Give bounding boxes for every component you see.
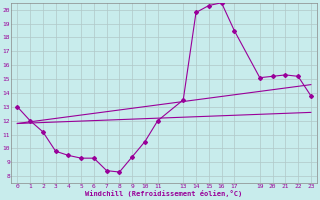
X-axis label: Windchill (Refroidissement éolien,°C): Windchill (Refroidissement éolien,°C): [85, 190, 243, 197]
